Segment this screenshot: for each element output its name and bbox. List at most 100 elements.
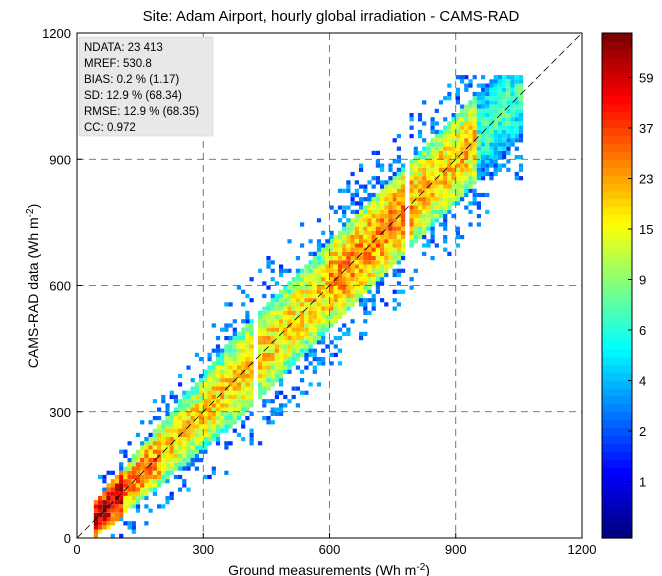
colorbar-tick-label: 37 xyxy=(639,121,653,136)
density-cell xyxy=(224,323,229,328)
density-cell xyxy=(438,142,444,147)
density-cell xyxy=(455,184,460,189)
density-cell xyxy=(371,293,376,299)
density-cell xyxy=(375,197,380,202)
density-cell xyxy=(426,226,431,231)
density-cell xyxy=(312,331,317,336)
density-cell xyxy=(342,209,347,214)
density-cell xyxy=(476,134,481,139)
density-cell xyxy=(510,142,515,147)
density-cell xyxy=(262,365,267,370)
density-cell xyxy=(241,378,246,383)
density-cell xyxy=(249,327,254,332)
density-cell xyxy=(194,382,199,387)
density-cell xyxy=(199,449,204,454)
density-cell xyxy=(518,87,524,92)
density-cell xyxy=(426,188,431,193)
density-cell xyxy=(300,319,305,324)
colorbar-band xyxy=(602,190,632,200)
density-cell xyxy=(173,420,178,425)
density-cell xyxy=(481,87,486,92)
colorbar-band xyxy=(602,206,632,216)
density-cell xyxy=(236,411,242,416)
density-cell xyxy=(354,247,359,252)
density-cell xyxy=(157,504,162,509)
density-cell xyxy=(464,192,469,198)
density-cell xyxy=(443,218,448,223)
density-cell xyxy=(283,365,288,370)
density-cell xyxy=(422,167,427,172)
density-cell xyxy=(325,289,330,294)
density-cell xyxy=(241,352,246,357)
density-cell xyxy=(443,247,448,252)
density-cell xyxy=(367,298,372,303)
density-cell xyxy=(367,285,372,290)
density-cell xyxy=(359,222,364,227)
density-cell xyxy=(312,251,317,256)
density-cell xyxy=(426,150,431,155)
density-cell xyxy=(409,209,414,214)
density-cell xyxy=(249,352,254,357)
density-cell xyxy=(287,285,292,290)
density-cell xyxy=(106,508,111,513)
density-cell xyxy=(178,453,183,458)
density-cell xyxy=(321,260,326,265)
y-tick-label: 0 xyxy=(64,531,71,546)
density-cell xyxy=(106,500,111,505)
density-cell xyxy=(363,319,368,324)
density-cell xyxy=(350,281,355,286)
density-cell xyxy=(266,336,271,341)
density-cell xyxy=(443,125,448,130)
density-cell xyxy=(308,289,313,294)
density-cell xyxy=(337,235,343,240)
density-cell xyxy=(401,176,406,181)
density-cell xyxy=(232,403,237,408)
density-cell xyxy=(279,289,284,294)
colorbar-band xyxy=(602,96,632,105)
density-cell xyxy=(468,201,473,206)
density-cell xyxy=(220,327,225,332)
density-cell xyxy=(321,361,326,366)
density-cell xyxy=(321,243,326,248)
density-cell xyxy=(119,504,124,509)
density-cell xyxy=(396,176,401,181)
density-cell xyxy=(430,256,435,261)
density-cell xyxy=(182,462,187,467)
density-cell xyxy=(493,138,498,143)
density-cell xyxy=(186,416,191,421)
density-cell xyxy=(102,525,107,530)
density-cell xyxy=(182,483,187,488)
density-cell xyxy=(312,348,317,353)
density-cell xyxy=(367,230,372,235)
density-cell xyxy=(173,428,178,433)
density-cell xyxy=(312,277,317,282)
density-cell xyxy=(123,495,128,501)
density-cell xyxy=(489,155,494,160)
y-tick-label: 1200 xyxy=(42,26,71,41)
density-cell xyxy=(485,209,490,214)
density-cell xyxy=(497,117,502,122)
density-cell xyxy=(207,411,212,416)
density-cell xyxy=(476,125,481,130)
density-cell xyxy=(489,171,494,177)
density-cell xyxy=(304,281,309,286)
density-cell xyxy=(144,479,149,484)
density-cell xyxy=(518,121,524,126)
density-cell xyxy=(396,188,401,193)
density-cell xyxy=(186,390,191,395)
density-cell xyxy=(283,315,288,320)
density-cell xyxy=(396,235,401,240)
density-cell xyxy=(249,373,254,379)
density-cell xyxy=(300,306,305,311)
density-cell xyxy=(312,272,317,278)
density-cell xyxy=(93,504,98,509)
density-cell xyxy=(287,361,292,366)
density-cell xyxy=(199,373,204,379)
density-cell xyxy=(258,331,263,336)
density-cell xyxy=(380,205,385,210)
density-cell xyxy=(464,113,469,118)
colorbar-band xyxy=(602,151,632,160)
density-cell xyxy=(354,251,359,256)
density-cell xyxy=(114,508,120,513)
density-cell xyxy=(98,500,103,505)
